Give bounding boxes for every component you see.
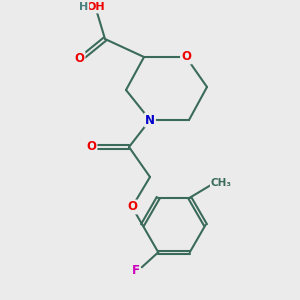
Text: F: F (132, 264, 140, 277)
Text: CH₃: CH₃ (211, 178, 232, 188)
Text: O: O (74, 52, 85, 65)
Text: N: N (145, 113, 155, 127)
Text: O: O (86, 140, 97, 154)
Text: O: O (181, 50, 191, 64)
Text: O: O (127, 200, 137, 214)
Text: OH: OH (87, 2, 105, 13)
Text: H: H (80, 2, 88, 13)
